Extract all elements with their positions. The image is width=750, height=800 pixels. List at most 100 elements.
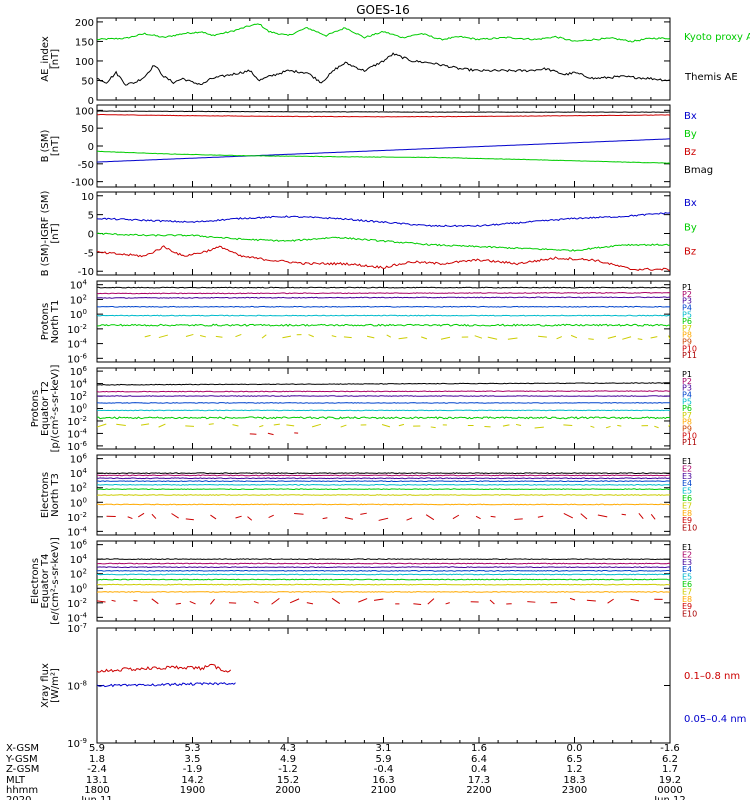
series-line-e9: [597, 514, 608, 518]
footer-value: 1800: [84, 785, 109, 796]
series-line-e9: [452, 514, 460, 520]
y-tick-label: -5: [84, 248, 94, 259]
legend: Bx By Bz: [684, 198, 697, 258]
series-line-e9: [514, 518, 523, 520]
y-tick-label: 100: [70, 403, 87, 416]
series-line-e9: [171, 513, 179, 519]
series-line-e9: [175, 602, 181, 605]
series-line-p7: [487, 336, 498, 340]
y-tick-label: 104: [70, 378, 88, 391]
series-line-p7: [590, 425, 595, 428]
panel-xray: 10-9 10-8 10-7 Xray flux [W/m²] 0.1–0.8 nm 0.0…: [40, 622, 746, 750]
series-line-e9: [489, 599, 495, 605]
y-tick-label: 10-4: [67, 525, 87, 538]
legend-entry: Bx: [684, 111, 697, 122]
y-tick-label: 10-8: [67, 680, 87, 693]
legend-entry: P1: [682, 283, 692, 292]
legend-entry: E8: [682, 595, 692, 604]
series-line-e9: [378, 517, 389, 521]
footer-value: 2100: [371, 785, 396, 796]
series-line-e9: [425, 514, 435, 521]
y-tick-label: 0: [88, 230, 94, 241]
legend-entry: Bz: [684, 147, 696, 158]
series-line: [97, 477, 670, 480]
series-line: [97, 395, 670, 397]
series-line-p7: [215, 335, 223, 338]
legend-entry: P7: [682, 324, 692, 333]
series-line-p7: [440, 336, 451, 340]
legend-entry: E3: [682, 472, 692, 481]
series-line-p7: [261, 334, 267, 339]
series-line-p7: [605, 425, 611, 429]
series-line-e9: [151, 598, 159, 605]
y-tick-label: 102: [70, 568, 87, 581]
legend-entry: P11: [682, 438, 697, 447]
footer-value: -0.4: [374, 764, 394, 775]
legend-entry: E5: [682, 573, 692, 582]
legend-entry: E7: [682, 587, 692, 596]
legend-entry: E8: [682, 509, 692, 518]
y-tick-label: 100: [70, 582, 87, 595]
series-line-p7: [208, 423, 214, 425]
series-line-p7: [386, 334, 392, 338]
series-line-e9: [210, 514, 217, 520]
series-line: [97, 682, 236, 688]
footer-value: 1.7: [662, 764, 678, 775]
series-line: [97, 110, 670, 113]
series-line-e9: [445, 602, 450, 605]
series-line-p7: [538, 335, 547, 338]
series-line: [97, 590, 670, 593]
footer-value: 3.1: [376, 743, 392, 754]
y-tick-label: 10-6: [67, 352, 87, 365]
series-line-e9: [322, 517, 328, 520]
footer-value: 6.4: [471, 754, 487, 765]
series-line-p7: [185, 333, 194, 338]
footer-row-label: X-GSM: [6, 743, 39, 754]
y-tick-label: 102: [70, 482, 87, 495]
series-line-p7: [654, 425, 659, 429]
series-group: [97, 472, 670, 521]
legend-entry: E2: [682, 464, 692, 473]
legend-entry: E7: [682, 501, 692, 510]
legend-entry: By: [684, 222, 697, 233]
series-line: [97, 323, 670, 327]
legend-entry: P6: [682, 404, 692, 413]
y-tick-label: 106: [70, 453, 88, 466]
series-line: [97, 212, 670, 228]
footer-value: 1.2: [567, 764, 583, 775]
y-axis-label: Electrons: [30, 558, 41, 604]
series-line-e9: [650, 514, 656, 520]
legend-entry: E2: [682, 550, 692, 559]
footer-value: 17.3: [468, 775, 490, 786]
series-group: [97, 212, 670, 271]
footer-value: 15.2: [277, 775, 299, 786]
footer-value: -1.9: [183, 764, 203, 775]
series-line-p7: [515, 423, 522, 427]
series-line-p7: [622, 336, 632, 340]
series-line-p7: [273, 423, 280, 426]
series-line: [97, 569, 670, 572]
y-tick-label: 100: [70, 496, 87, 509]
series-line-e9: [490, 515, 496, 518]
y-tick-label: 10-2: [67, 323, 87, 336]
series-line: [97, 305, 670, 308]
legend-entry: By: [684, 129, 697, 140]
footer-value: 4.3: [280, 743, 296, 754]
series-line: [97, 472, 670, 475]
legend-entry: Kyoto proxy AE: [684, 32, 750, 43]
series-line-e9: [111, 599, 116, 602]
series-line-p7: [556, 336, 563, 340]
series-group: [97, 23, 670, 86]
y-tick-label: -100: [71, 178, 94, 189]
legend-entry: P2: [682, 377, 692, 386]
y-tick-label: 10-6: [67, 440, 87, 453]
footer-value: 13.1: [86, 775, 108, 786]
legend-entry: E10: [682, 610, 697, 619]
legend-entry: E9: [682, 516, 692, 525]
series-line-p7: [140, 423, 150, 426]
legend-entry: P4: [682, 390, 692, 399]
series-line-e9: [133, 599, 138, 602]
